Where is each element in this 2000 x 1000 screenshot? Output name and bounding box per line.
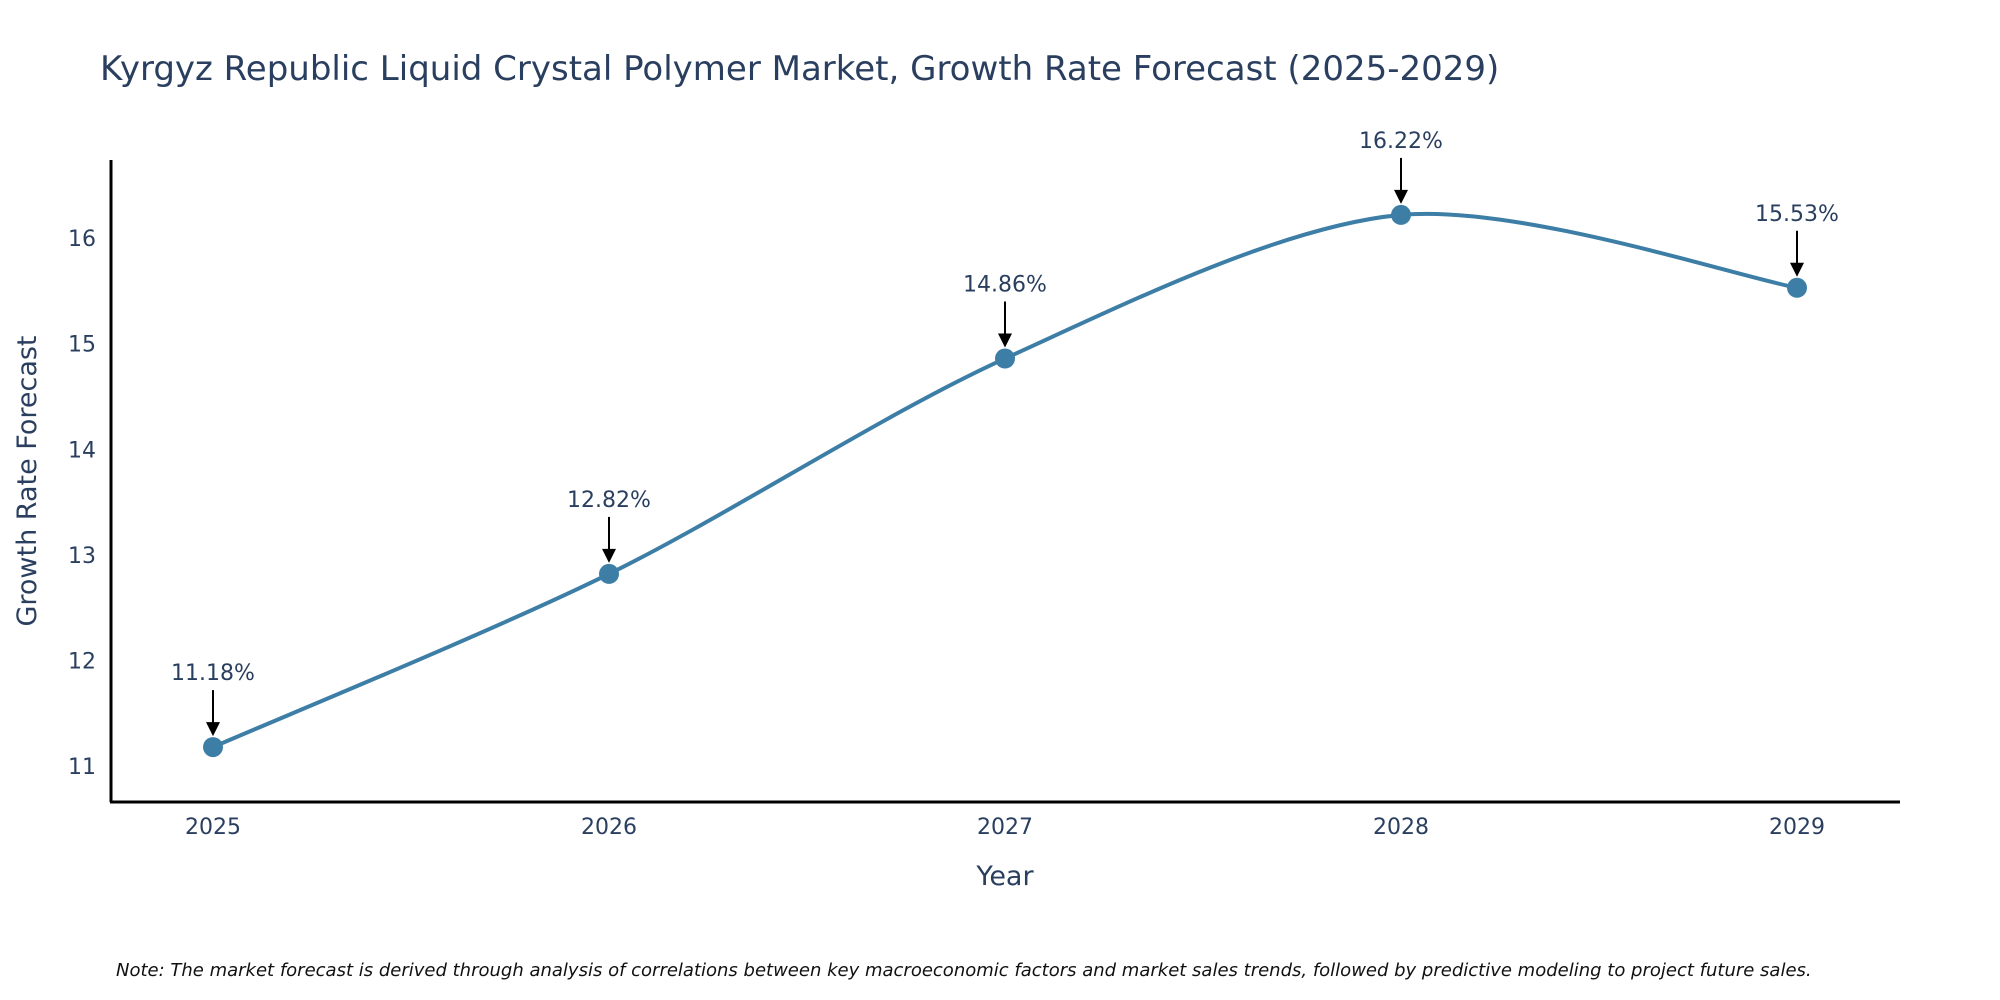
data-label: 11.18% bbox=[171, 661, 255, 686]
data-label: 16.22% bbox=[1359, 129, 1443, 154]
x-tick-label: 2029 bbox=[1769, 815, 1825, 840]
annotations: 11.18% 12.82% 14.86% 16.22% 15.53% bbox=[171, 129, 1839, 737]
y-tick-label: 12 bbox=[68, 650, 96, 675]
data-point bbox=[203, 737, 223, 758]
x-tick-label: 2028 bbox=[1373, 815, 1429, 840]
data-label: 14.86% bbox=[963, 273, 1047, 298]
y-tick-label: 14 bbox=[68, 438, 96, 463]
data-point bbox=[995, 348, 1015, 369]
x-tick-label: 2025 bbox=[185, 815, 241, 840]
axes bbox=[109, 160, 1900, 804]
annotation-arrow-head bbox=[1790, 262, 1804, 277]
y-tick-labels: 11 12 13 14 15 16 bbox=[68, 227, 96, 780]
x-axis-title: Year bbox=[975, 861, 1034, 892]
data-point bbox=[599, 563, 619, 584]
annotation-arrow-head bbox=[1394, 189, 1408, 204]
data-point bbox=[1787, 277, 1807, 298]
data-label: 15.53% bbox=[1755, 202, 1839, 227]
y-tick-label: 16 bbox=[68, 227, 96, 252]
y-tick-label: 15 bbox=[68, 333, 96, 358]
x-tick-label: 2027 bbox=[977, 815, 1033, 840]
y-axis-title: Growth Rate Forecast bbox=[12, 335, 43, 626]
y-tick-label: 13 bbox=[68, 544, 96, 569]
annotation-arrow-head bbox=[206, 722, 220, 737]
x-tick-labels: 2025 2026 2027 2028 2029 bbox=[185, 815, 1825, 840]
footnote: Note: The market forecast is derived thr… bbox=[116, 960, 1812, 981]
chart-title: Kyrgyz Republic Liquid Crystal Polymer M… bbox=[100, 49, 1499, 89]
x-tick-label: 2026 bbox=[581, 815, 637, 840]
data-label: 12.82% bbox=[567, 488, 651, 513]
annotation-arrow-head bbox=[602, 548, 616, 563]
series-layer bbox=[203, 204, 1807, 758]
y-tick-label: 11 bbox=[68, 755, 96, 780]
data-point bbox=[1391, 204, 1411, 225]
annotation-arrow-head bbox=[998, 333, 1012, 348]
